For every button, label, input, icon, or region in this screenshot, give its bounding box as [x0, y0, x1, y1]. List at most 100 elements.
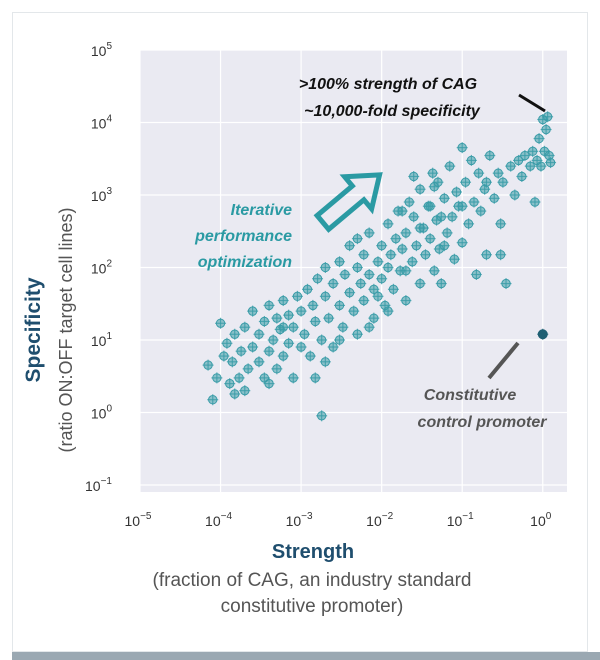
data-point-marker [283, 310, 294, 320]
x-tick-label: 10−5 [125, 511, 152, 529]
data-point [414, 222, 426, 234]
data-point-marker [436, 212, 446, 222]
data-point [339, 269, 351, 281]
data-point [319, 290, 331, 302]
data-point-marker [542, 112, 553, 122]
data-point-marker [320, 262, 331, 273]
data-point-marker [247, 306, 258, 316]
data-point [396, 243, 408, 255]
data-point-marker [369, 284, 379, 295]
data-point-marker [230, 389, 240, 399]
data-point-marker [310, 316, 320, 327]
data-point [408, 170, 420, 182]
data-point-marker [436, 278, 446, 289]
data-point-marker [505, 161, 516, 171]
data-point [414, 278, 426, 290]
data-point [287, 321, 299, 333]
data-point [414, 183, 426, 195]
data-point [283, 337, 295, 349]
data-point-marker [328, 278, 338, 289]
data-point [513, 154, 525, 166]
data-point-marker [288, 373, 298, 383]
data-point-marker [203, 360, 213, 370]
data-point [337, 321, 349, 333]
data-point [291, 290, 303, 302]
data-point [247, 341, 259, 353]
data-point-marker [501, 278, 511, 289]
data-point [319, 261, 331, 273]
data-point [327, 278, 339, 290]
data-point [438, 192, 450, 204]
data-point [460, 176, 472, 188]
data-point [295, 305, 307, 317]
data-point [410, 240, 422, 252]
data-point [441, 227, 453, 239]
data-point [535, 160, 547, 172]
data-point [400, 265, 412, 277]
data-point-marker [272, 313, 282, 323]
data-point-marker [536, 161, 546, 171]
data-point-marker [401, 266, 411, 276]
data-point-marker [481, 250, 492, 260]
data-point-marker [457, 142, 467, 153]
data-point [368, 283, 380, 295]
data-point-marker [225, 378, 235, 389]
data-point [235, 345, 247, 357]
data-point-marker [391, 233, 401, 244]
data-point-marker [525, 161, 535, 171]
data-point [215, 317, 227, 329]
x-tick-label: 100 [530, 511, 552, 529]
data-point-marker [411, 240, 422, 251]
data-point-marker [420, 250, 431, 260]
data-point [363, 269, 375, 281]
data-point [480, 249, 492, 261]
data-point [495, 249, 507, 261]
data-point-marker [344, 287, 355, 298]
data-point-marker [328, 342, 338, 352]
data-point-marker [495, 219, 506, 229]
data-point [382, 261, 394, 273]
annotation-top-pointer [518, 93, 546, 113]
data-point-marker [429, 266, 439, 276]
data-point-marker [320, 291, 331, 302]
y-tick-label: 10−1 [85, 476, 112, 494]
data-point [368, 312, 380, 324]
data-point [419, 249, 431, 261]
data-point [351, 233, 363, 245]
data-point-marker [449, 254, 460, 264]
data-point-marker [243, 364, 253, 374]
y-tick-label: 103 [91, 186, 113, 204]
y-tick-label: 100 [91, 403, 113, 421]
data-point-marker [439, 193, 450, 204]
data-point [428, 265, 440, 277]
data-point-marker [541, 124, 551, 135]
data-point [428, 181, 440, 193]
data-point [451, 186, 463, 198]
data-point [376, 273, 388, 285]
data-point-marker [409, 212, 419, 222]
data-point-marker [240, 385, 250, 396]
data-point [334, 334, 346, 346]
data-point-marker [364, 228, 374, 238]
data-point-marker [272, 364, 282, 374]
data-point [545, 157, 557, 169]
data-point-marker [364, 322, 374, 332]
data-point [358, 295, 370, 307]
data-point [406, 256, 418, 268]
data-point [431, 214, 443, 226]
data-point [509, 189, 521, 201]
data-point-marker [316, 335, 327, 345]
data-point [424, 200, 436, 212]
data-point-marker [376, 240, 387, 251]
data-point [465, 154, 477, 166]
data-point [355, 278, 367, 290]
data-point-marker [369, 313, 379, 323]
data-point-marker [469, 197, 479, 207]
data-point [524, 160, 536, 172]
data-point [298, 328, 310, 340]
data-point-marker [215, 318, 226, 328]
data-point-marker [427, 168, 438, 178]
data-point [316, 334, 328, 346]
data-point [239, 321, 251, 333]
control-point-marker [537, 329, 548, 340]
